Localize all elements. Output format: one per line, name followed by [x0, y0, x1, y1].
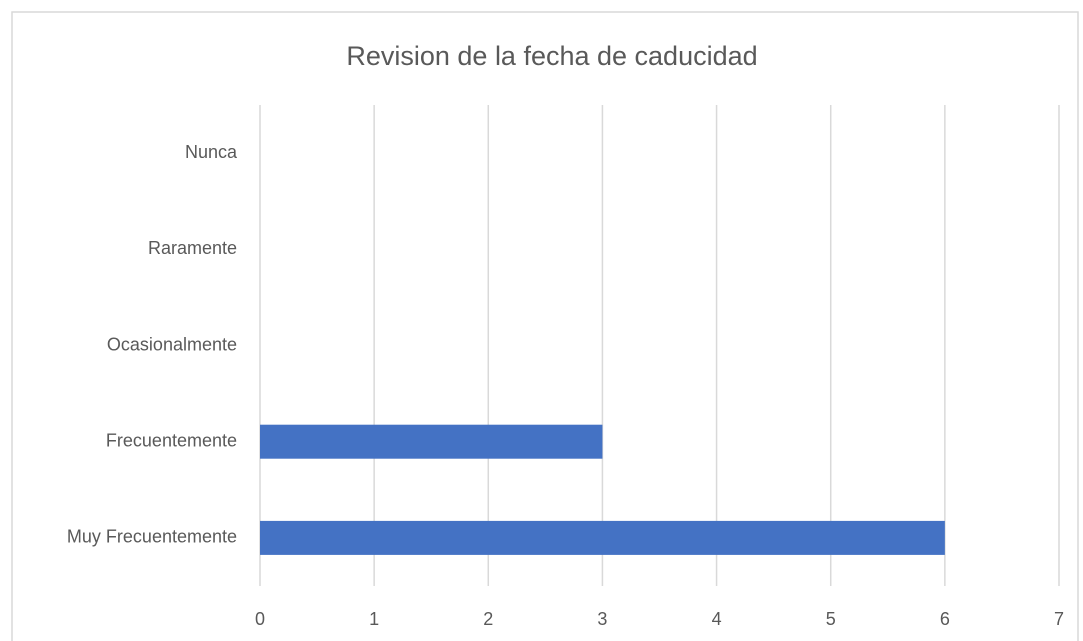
- y-tick-label: Ocasionalmente: [107, 334, 237, 354]
- x-tick-label: 5: [826, 609, 836, 629]
- chart-title: Revision de la fecha de caducidad: [346, 41, 757, 71]
- y-tick-label: Muy Frecuentemente: [67, 527, 237, 547]
- x-tick-label: 1: [369, 609, 379, 629]
- y-tick-label: Raramente: [148, 238, 237, 258]
- bar: [260, 520, 945, 555]
- bar: [260, 424, 603, 459]
- x-tick-label: 6: [940, 609, 950, 629]
- x-tick-label: 0: [255, 609, 265, 629]
- y-tick-label: Nunca: [185, 142, 238, 162]
- x-tick-label: 3: [597, 609, 607, 629]
- x-tick-label: 4: [712, 609, 722, 629]
- x-tick-label: 2: [483, 609, 493, 629]
- x-tick-label: 7: [1054, 609, 1064, 629]
- y-tick-label: Frecuentemente: [106, 430, 237, 450]
